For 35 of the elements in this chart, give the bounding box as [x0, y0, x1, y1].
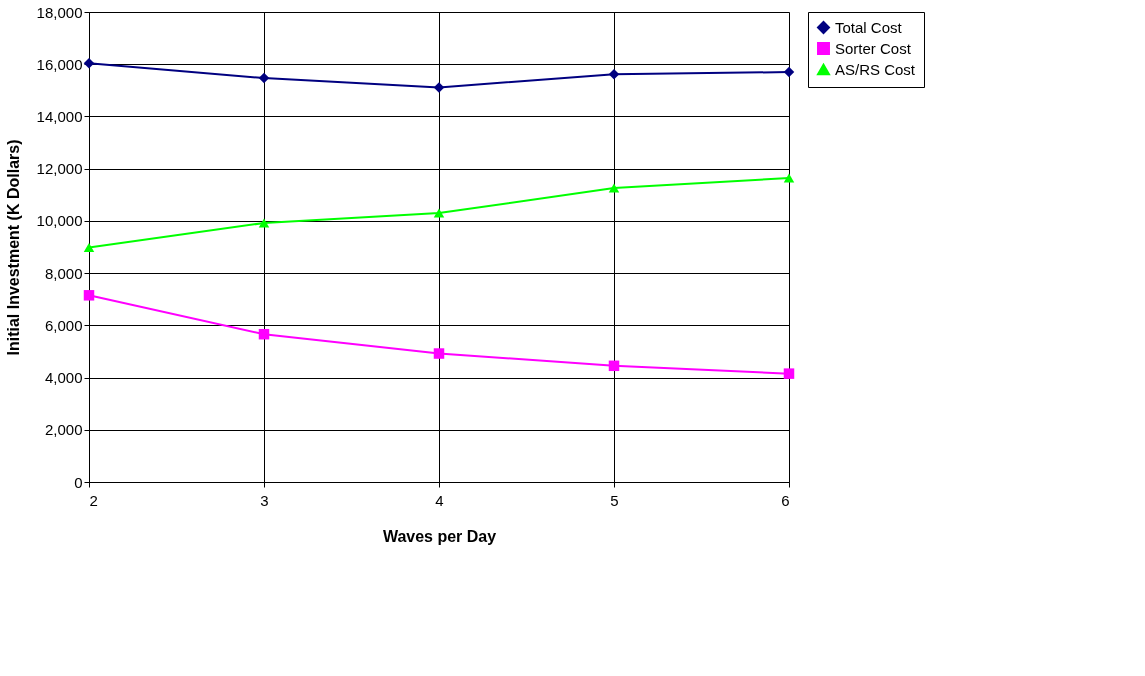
y-tick-label: 4,000: [44, 369, 83, 387]
point: [608, 183, 620, 193]
point: [258, 328, 270, 340]
y-tick-label: 18,000: [36, 3, 83, 21]
y-tick-label: 0: [74, 473, 83, 491]
legend-label: Sorter Cost: [835, 39, 912, 57]
x-tick-label: 6: [781, 491, 790, 509]
point: [433, 348, 445, 359]
x-tick-label: 2: [89, 491, 98, 509]
y-tick-label: 14,000: [36, 107, 83, 125]
point: [783, 66, 795, 78]
y-axis-title: Initial Investment (K Dollars): [4, 139, 22, 356]
point: [433, 82, 445, 93]
x-axis-title: Waves per Day: [382, 527, 497, 545]
point: [258, 218, 270, 228]
x-tick-label: 5: [610, 491, 619, 509]
point: [83, 290, 95, 301]
y-tick-label: 6,000: [44, 316, 83, 334]
point: [608, 68, 620, 80]
point: [83, 57, 95, 69]
y-tick-label: 10,000: [36, 212, 83, 230]
point: [608, 360, 620, 372]
point: [783, 368, 795, 379]
y-tick-label: 8,000: [44, 264, 83, 282]
y-tick-label: 16,000: [36, 55, 83, 73]
y-tick-label: 12,000: [36, 160, 83, 178]
point: [433, 208, 445, 218]
x-tick-label: 4: [435, 491, 444, 509]
y-tick-label: 2,000: [44, 421, 83, 439]
legend-label: Total Cost: [835, 18, 903, 36]
x-tick-label: 3: [260, 491, 269, 509]
point: [783, 173, 795, 183]
point: [83, 242, 95, 253]
point: [258, 72, 270, 84]
legend-label: AS/RS Cost: [835, 60, 916, 78]
